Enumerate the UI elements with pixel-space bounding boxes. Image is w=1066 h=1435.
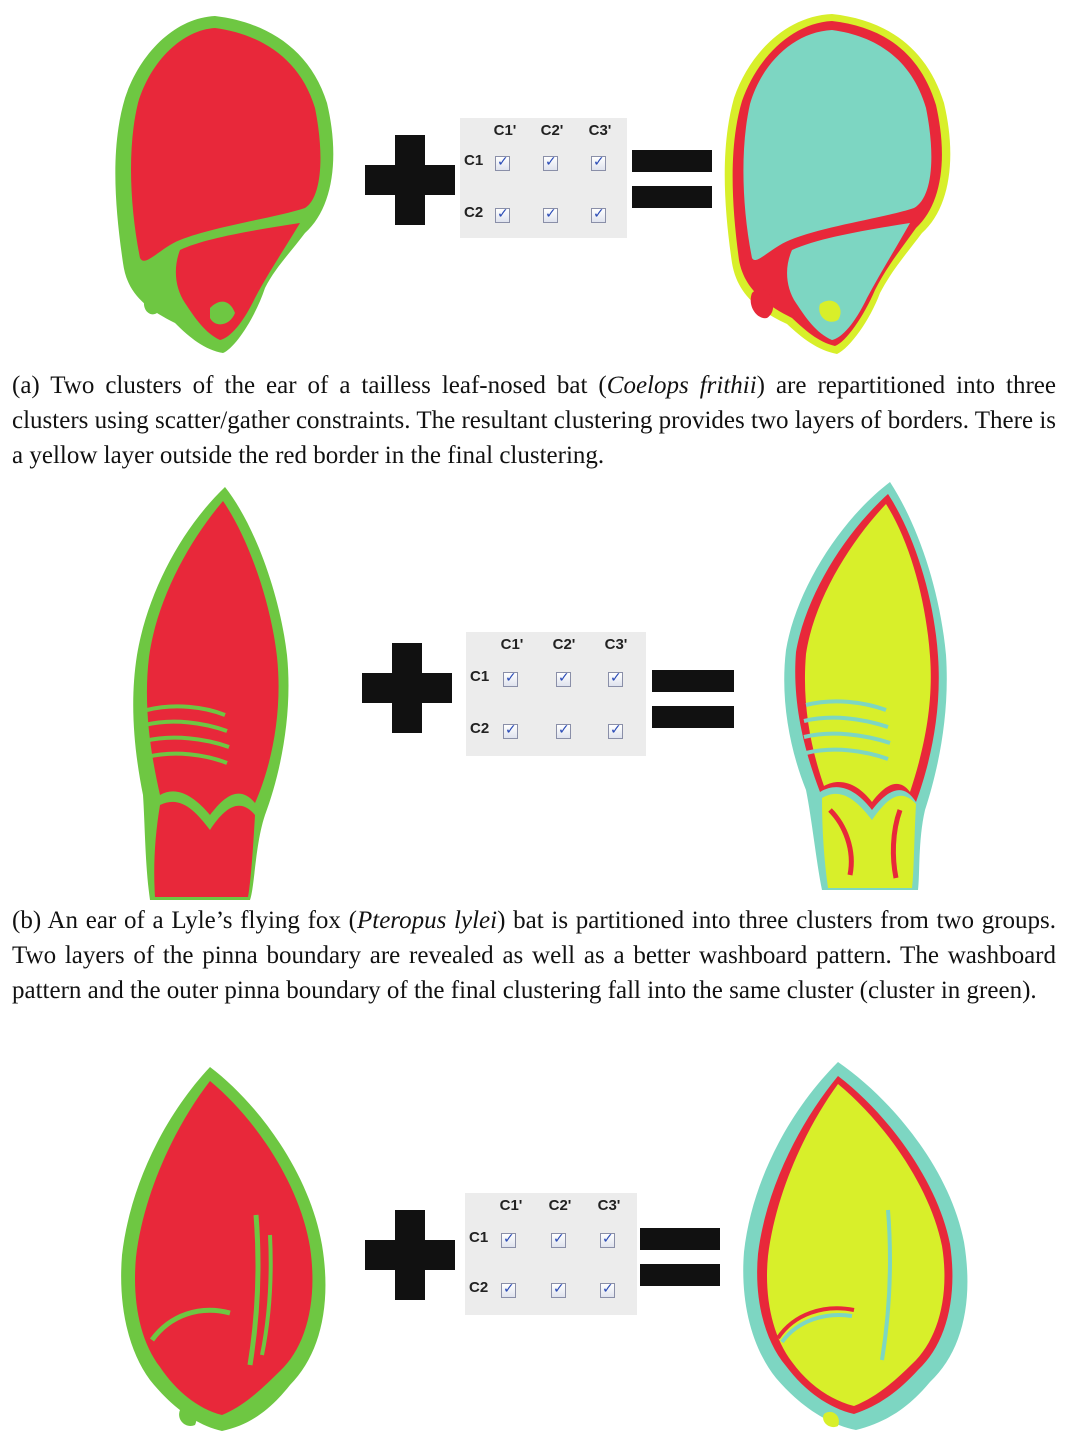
- ear-c-input: [121, 1067, 326, 1431]
- panel-b: C1' C2' C3' C1 C2 ✓ ✓ ✓ ✓ ✓ ✓: [0, 480, 1066, 900]
- checkbox-c2-c2p[interactable]: ✓: [551, 1281, 566, 1298]
- plus-symbol: [365, 1210, 455, 1300]
- checkbox-c2-c1p[interactable]: ✓: [495, 206, 510, 223]
- check-icon: ✓: [610, 670, 622, 686]
- check-icon: ✓: [558, 670, 570, 686]
- ear-a-input: [115, 16, 334, 353]
- check-icon: ✓: [593, 206, 605, 222]
- plus-symbol: [365, 135, 455, 225]
- check-icon: ✓: [503, 1231, 515, 1247]
- row-header: C1: [469, 1229, 489, 1246]
- col-header: C2': [540, 122, 564, 139]
- caption-a-suffix: ) are repartitioned into three clusters …: [12, 372, 1057, 469]
- caption-b-prefix: (b) An ear of a Lyle’s flying fox (: [12, 907, 357, 934]
- row-header: C1: [470, 668, 490, 685]
- checkbox-c2-c2p[interactable]: ✓: [556, 722, 571, 739]
- caption-b-suffix: ) bat is partitioned into three clusters…: [12, 907, 1056, 1004]
- checkbox-c2-c3p[interactable]: ✓: [600, 1281, 615, 1298]
- ear-b-output: [784, 482, 947, 890]
- equals-symbol: [652, 670, 734, 728]
- caption-a-species: Coelops frithii: [606, 372, 757, 399]
- col-header: C1': [499, 1197, 523, 1214]
- check-icon: ✓: [602, 1231, 614, 1247]
- ear-a-output: [724, 14, 951, 354]
- constraint-grid-b: C1' C2' C3' C1 C2 ✓ ✓ ✓ ✓ ✓ ✓: [466, 632, 646, 756]
- checkbox-c1-c2p[interactable]: ✓: [551, 1231, 566, 1248]
- ear-b-input: [133, 487, 289, 900]
- col-header: C1': [493, 122, 517, 139]
- constraint-grid-a: C1' C2' C3' C1 C2 ✓ ✓ ✓ ✓ ✓ ✓: [460, 118, 627, 238]
- checkbox-c2-c1p[interactable]: ✓: [503, 722, 518, 739]
- check-icon: ✓: [558, 722, 570, 738]
- check-icon: ✓: [497, 206, 509, 222]
- constraint-grid-c: C1' C2' C3' C1 C2 ✓ ✓ ✓ ✓ ✓ ✓: [465, 1193, 637, 1315]
- col-header: C3': [588, 122, 612, 139]
- check-icon: ✓: [505, 670, 517, 686]
- check-icon: ✓: [593, 154, 605, 170]
- check-icon: ✓: [497, 154, 509, 170]
- caption-a-prefix: (a) Two clusters of the ear of a tailles…: [12, 372, 607, 399]
- check-icon: ✓: [503, 1281, 515, 1297]
- col-header: C3': [604, 636, 628, 653]
- row-header: C1: [464, 152, 484, 169]
- checkbox-c2-c1p[interactable]: ✓: [501, 1281, 516, 1298]
- checkbox-c1-c2p[interactable]: ✓: [556, 670, 571, 687]
- check-icon: ✓: [602, 1281, 614, 1297]
- row-header: C2: [464, 204, 484, 221]
- caption-b-species: Pteropus lylei: [356, 907, 498, 934]
- check-icon: ✓: [545, 154, 557, 170]
- row-header: C2: [470, 720, 490, 737]
- checkbox-c1-c2p[interactable]: ✓: [543, 154, 558, 171]
- checkbox-c2-c3p[interactable]: ✓: [608, 722, 623, 739]
- checkbox-c1-c1p[interactable]: ✓: [495, 154, 510, 171]
- check-icon: ✓: [553, 1281, 565, 1297]
- panel-a: C1' C2' C3' C1 C2 ✓ ✓ ✓ ✓ ✓ ✓: [0, 0, 1066, 365]
- caption-b: (b) An ear of a Lyle’s flying fox (Ptero…: [12, 903, 1056, 1008]
- caption-a: (a) Two clusters of the ear of a tailles…: [12, 368, 1056, 473]
- plus-symbol: [362, 643, 452, 733]
- col-header: C2': [548, 1197, 572, 1214]
- checkbox-c1-c1p[interactable]: ✓: [501, 1231, 516, 1248]
- check-icon: ✓: [505, 722, 517, 738]
- row-header: C2: [469, 1279, 489, 1296]
- col-header: C3': [597, 1197, 621, 1214]
- checkbox-c2-c2p[interactable]: ✓: [543, 206, 558, 223]
- check-icon: ✓: [610, 722, 622, 738]
- col-header: C2': [552, 636, 576, 653]
- checkbox-c1-c3p[interactable]: ✓: [608, 670, 623, 687]
- check-icon: ✓: [545, 206, 557, 222]
- checkbox-c1-c1p[interactable]: ✓: [503, 670, 518, 687]
- col-header: C1': [500, 636, 524, 653]
- checkbox-c1-c3p[interactable]: ✓: [600, 1231, 615, 1248]
- ear-c-output: [743, 1062, 968, 1430]
- equals-symbol: [640, 1228, 720, 1286]
- checkbox-c1-c3p[interactable]: ✓: [591, 154, 606, 171]
- checkbox-c2-c3p[interactable]: ✓: [591, 206, 606, 223]
- check-icon: ✓: [553, 1231, 565, 1247]
- equals-symbol: [632, 150, 712, 208]
- panel-c: C1' C2' C3' C1 C2 ✓ ✓ ✓ ✓ ✓ ✓: [0, 1060, 1066, 1435]
